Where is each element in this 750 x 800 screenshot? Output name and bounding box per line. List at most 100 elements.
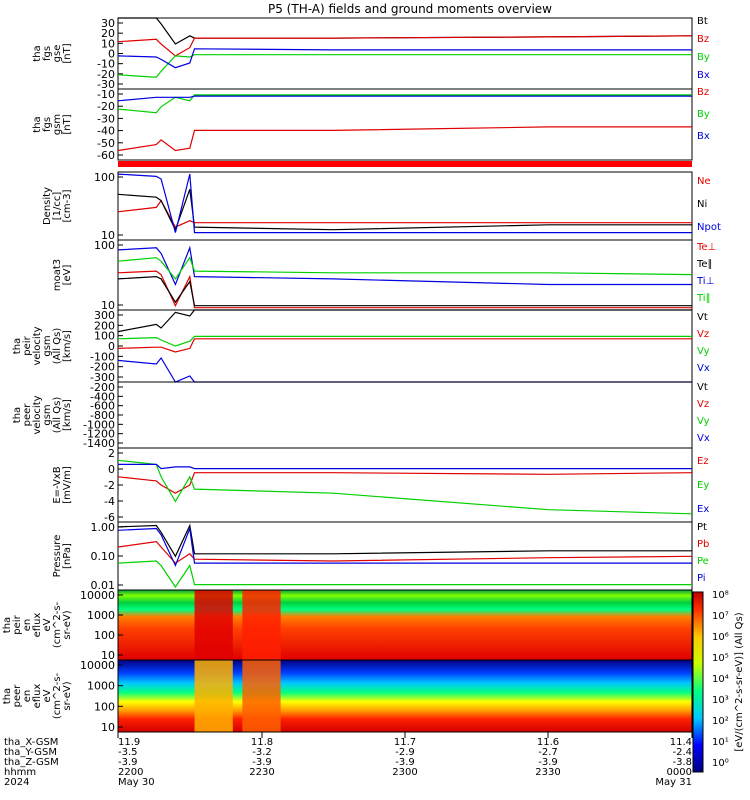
y-axis-label: Density: [42, 187, 53, 225]
panel-peer-velocity: -200-400-600-800-1000-1200-1400 tha peer ve…: [12, 381, 710, 450]
y-tick-label: -600: [90, 400, 115, 413]
legend-entry: Ez: [697, 456, 709, 467]
y-axis-label: gsm: [42, 404, 53, 425]
y-axis-label: [cm-3]: [62, 189, 73, 222]
footer-value: 0000: [667, 767, 692, 778]
footer-value: 2330: [535, 767, 560, 778]
plot-title: P5 (TH-A) fields and ground moments over…: [268, 2, 552, 16]
legend-entry: Ni: [697, 199, 707, 210]
footer-axis: tha_X-GSM 11.9 11.8 11.7 11.6 11.4 tha_Y-GSM -3…: [4, 732, 693, 788]
y-tick-label: 10000: [80, 589, 115, 602]
footer-value: -3.9: [395, 757, 415, 768]
series-Pt: [117, 523, 692, 558]
legend-entry: Vt: [697, 312, 708, 323]
y-tick-label: -1400: [83, 437, 115, 450]
y-tick-label: -100: [90, 350, 115, 363]
colorbar-tick-label: 10³: [712, 695, 729, 706]
y-tick-label: -40: [97, 125, 115, 138]
y-tick-label: 1000: [87, 609, 115, 622]
series-Te∥: [117, 275, 692, 307]
y-axis-label: eflux: [32, 684, 43, 709]
panel-frame: [117, 239, 693, 311]
colorbar-tick-label: 10⁶: [712, 632, 729, 643]
y-axis-label: tha: [32, 116, 43, 132]
y-tick-label: 0.01: [91, 579, 116, 592]
y-tick-label: -2: [104, 479, 115, 492]
series-Pb: [117, 540, 693, 564]
y-axis-label: [km/s]: [62, 330, 73, 362]
footer-value: -3.9: [538, 757, 558, 768]
y-tick-label: 100: [94, 700, 115, 713]
panel-fgs-gsm: -10-20-30-40-50-60 tha fgs gsm [nT] Bz By Bx: [32, 87, 710, 162]
panel-peer-eflux: 10000 1000 100 10 tha peer en eflux eV (cm^2-s-sr…: [2, 659, 693, 734]
y-tick-label: 0.10: [91, 550, 116, 563]
series-Pi: [117, 526, 692, 568]
y-tick-label: -200: [90, 361, 115, 374]
legend-entry: Pe: [697, 556, 709, 567]
y-tick-label: 2: [108, 447, 115, 460]
y-axis-label: fgs: [42, 46, 53, 61]
series-Ey: [117, 459, 693, 515]
footer-value: 2300: [392, 767, 417, 778]
y-tick-label: 100: [94, 330, 115, 343]
y-tick-label: -30: [97, 112, 115, 125]
series-Vy: [117, 335, 692, 347]
y-axis-label: gsm: [42, 335, 53, 356]
panel-frame: [117, 309, 693, 383]
y-tick-label: -20: [97, 68, 115, 81]
footer-value: 11.9: [118, 737, 140, 748]
y-tick-label: 100: [94, 239, 115, 252]
y-axis-label: tha: [2, 617, 13, 633]
y-tick-label: -50: [97, 137, 115, 150]
series-Bt: [118, 17, 693, 45]
legend-entry: Vz: [697, 329, 709, 340]
y-axis-label: velocity: [32, 326, 43, 365]
panel-peir-eflux: 10000 1000 100 10 tha peir en eflux eV (cm^2-s-sr…: [2, 589, 693, 662]
y-axis-label: fgs: [42, 117, 53, 132]
footer-row-label: tha_Z-GSM: [4, 757, 59, 768]
legend-entry: By: [697, 52, 710, 63]
colorbar-tick-label: 10¹: [712, 737, 729, 748]
y-tick-label: -10: [97, 58, 115, 71]
series-Ez: [117, 472, 693, 494]
y-axis-label: tha: [12, 338, 23, 354]
series-Ex: [118, 463, 692, 470]
footer-value: 11.4: [670, 737, 692, 748]
colorbar: 10⁸ 10⁷ 10⁶ 10⁵ 10⁴ 10³ 10² 10¹ 10⁰ [eV/(cm^2-s-s…: [692, 590, 745, 773]
y-axis-label: [nT]: [62, 114, 73, 134]
series-Pe: [117, 560, 692, 589]
series-Ti∥: [117, 256, 693, 280]
series-Ti⊥: [117, 245, 692, 287]
y-tick-label: 100: [94, 171, 115, 184]
y-axis-label: eflux: [32, 613, 43, 638]
y-tick-label: -60: [97, 149, 115, 162]
legend-entry: Ey: [697, 480, 709, 491]
y-tick-label: 100: [94, 629, 115, 642]
panel-frame: [117, 521, 693, 591]
series-Vx: [117, 356, 692, 383]
panel-density: 100 10 Density [1/cc] [cm-3] Ne Ni Npot: [42, 171, 721, 242]
footer-row-label: hhmm: [4, 767, 36, 778]
y-axis-label: E=-VxB: [52, 466, 63, 503]
legend-entry: Vz: [697, 399, 709, 410]
legend-entry: Vx: [697, 433, 710, 444]
legend-entry: By: [697, 109, 710, 120]
legend-entry: Bx: [697, 70, 710, 81]
y-axis-label: velocity: [32, 395, 43, 434]
y-axis-label: gse: [52, 45, 63, 63]
colorbar-tick-label: 10⁵: [712, 653, 729, 664]
y-axis-label: peer: [12, 684, 23, 708]
series-Bx: [117, 95, 692, 102]
y-axis-label: tha: [2, 688, 13, 704]
y-tick-label: 0: [108, 48, 115, 61]
y-tick-label: 10000: [80, 659, 115, 672]
footer-value: May 30: [118, 777, 155, 788]
series-Npot: [117, 173, 692, 234]
series-Bz: [117, 126, 692, 152]
panel-frame: [117, 17, 693, 90]
separator-bar: [118, 161, 692, 167]
legend-entry: Ti∥: [696, 293, 711, 304]
legend-entry: Bx: [697, 131, 710, 142]
